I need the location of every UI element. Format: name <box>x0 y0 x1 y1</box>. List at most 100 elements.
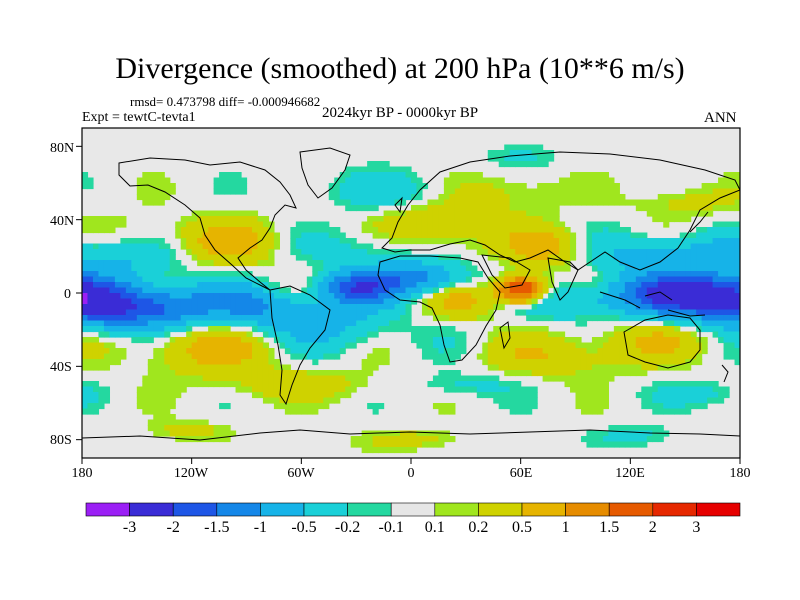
field-cell <box>334 309 341 316</box>
field-cell <box>701 309 708 316</box>
field-cell <box>679 205 686 212</box>
field-cell <box>290 293 297 300</box>
field-cell <box>219 287 226 294</box>
field-cell <box>372 199 379 206</box>
field-cell <box>520 249 527 256</box>
field-cell <box>526 199 533 206</box>
field-cell <box>432 337 440 344</box>
field-cell <box>213 331 220 338</box>
field-cell <box>301 337 308 344</box>
field-cell <box>372 348 379 355</box>
field-cell <box>537 353 544 360</box>
field-cell <box>142 188 149 195</box>
field-cell <box>526 271 533 278</box>
field-cell <box>339 320 346 327</box>
field-cell <box>405 265 412 272</box>
field-cell <box>219 348 226 355</box>
field-cell <box>602 271 609 278</box>
field-cell <box>443 260 450 267</box>
field-cell <box>602 227 609 234</box>
field-cell <box>142 183 149 190</box>
field-cell <box>526 293 533 300</box>
field-cell <box>202 309 209 316</box>
field-cell <box>718 326 725 333</box>
field-cell <box>487 381 494 388</box>
field-cell <box>427 238 434 245</box>
field-cell <box>262 276 270 283</box>
field-cell <box>306 287 313 294</box>
field-cell <box>515 155 522 162</box>
colorbar-label: 1.5 <box>599 519 620 536</box>
field-cell <box>208 243 215 250</box>
field-cell <box>657 381 664 388</box>
field-cell <box>696 320 703 327</box>
field-cell <box>257 243 264 250</box>
field-cell <box>641 403 648 410</box>
field-cell <box>471 194 478 201</box>
field-cell <box>586 287 593 294</box>
field-cell <box>372 183 379 190</box>
field-cell <box>537 188 544 195</box>
field-cell <box>273 320 280 327</box>
field-cell <box>411 436 418 443</box>
field-cell <box>268 298 275 305</box>
field-cell <box>114 287 121 294</box>
field-cell <box>635 436 642 443</box>
field-cell <box>103 287 111 294</box>
field-cell <box>668 216 675 223</box>
field-cell <box>487 183 494 190</box>
field-cell <box>175 425 182 432</box>
field-cell <box>389 194 396 201</box>
field-cell <box>548 183 555 190</box>
field-cell <box>685 408 692 415</box>
field-cell <box>597 441 604 448</box>
field-cell <box>718 276 725 283</box>
field-cell <box>301 370 308 377</box>
field-cell <box>219 293 226 300</box>
field-cell <box>82 392 89 399</box>
field-cell <box>131 271 138 278</box>
field-cell <box>712 188 719 195</box>
field-cell <box>257 315 264 322</box>
field-cell <box>487 353 494 360</box>
field-cell <box>734 183 740 190</box>
field-cell <box>257 320 264 327</box>
field-cell <box>580 177 588 184</box>
field-cell <box>394 293 401 300</box>
field-cell <box>504 359 511 366</box>
field-cell <box>482 227 489 234</box>
field-cell <box>389 177 396 184</box>
field-cell <box>685 386 692 393</box>
field-cell <box>411 183 418 190</box>
field-cell <box>125 243 132 250</box>
field-cell <box>82 408 89 415</box>
field-cell <box>520 353 527 360</box>
field-cell <box>531 276 538 283</box>
field-cell <box>570 282 577 289</box>
field-cell <box>208 364 215 371</box>
field-cell <box>427 342 434 349</box>
field-cell <box>465 177 472 184</box>
field-cell <box>186 342 193 349</box>
field-cell <box>334 254 341 261</box>
field-cell <box>224 315 231 322</box>
field-cell <box>564 183 571 190</box>
field-cell <box>570 375 577 382</box>
field-cell <box>624 441 631 448</box>
field-cell <box>619 331 626 338</box>
field-cell <box>164 392 171 399</box>
field-cell <box>98 227 105 234</box>
field-cell <box>526 331 533 338</box>
field-cell <box>328 298 335 305</box>
field-cell <box>98 348 105 355</box>
field-cell <box>723 243 730 250</box>
field-cell <box>597 309 604 316</box>
field-cell <box>235 320 242 327</box>
field-cell <box>114 348 121 355</box>
field-cell <box>723 276 730 283</box>
field-cell <box>443 304 450 311</box>
field-cell <box>570 243 577 250</box>
field-cell <box>367 166 374 173</box>
field-cell <box>432 436 440 443</box>
field-cell <box>230 183 237 190</box>
